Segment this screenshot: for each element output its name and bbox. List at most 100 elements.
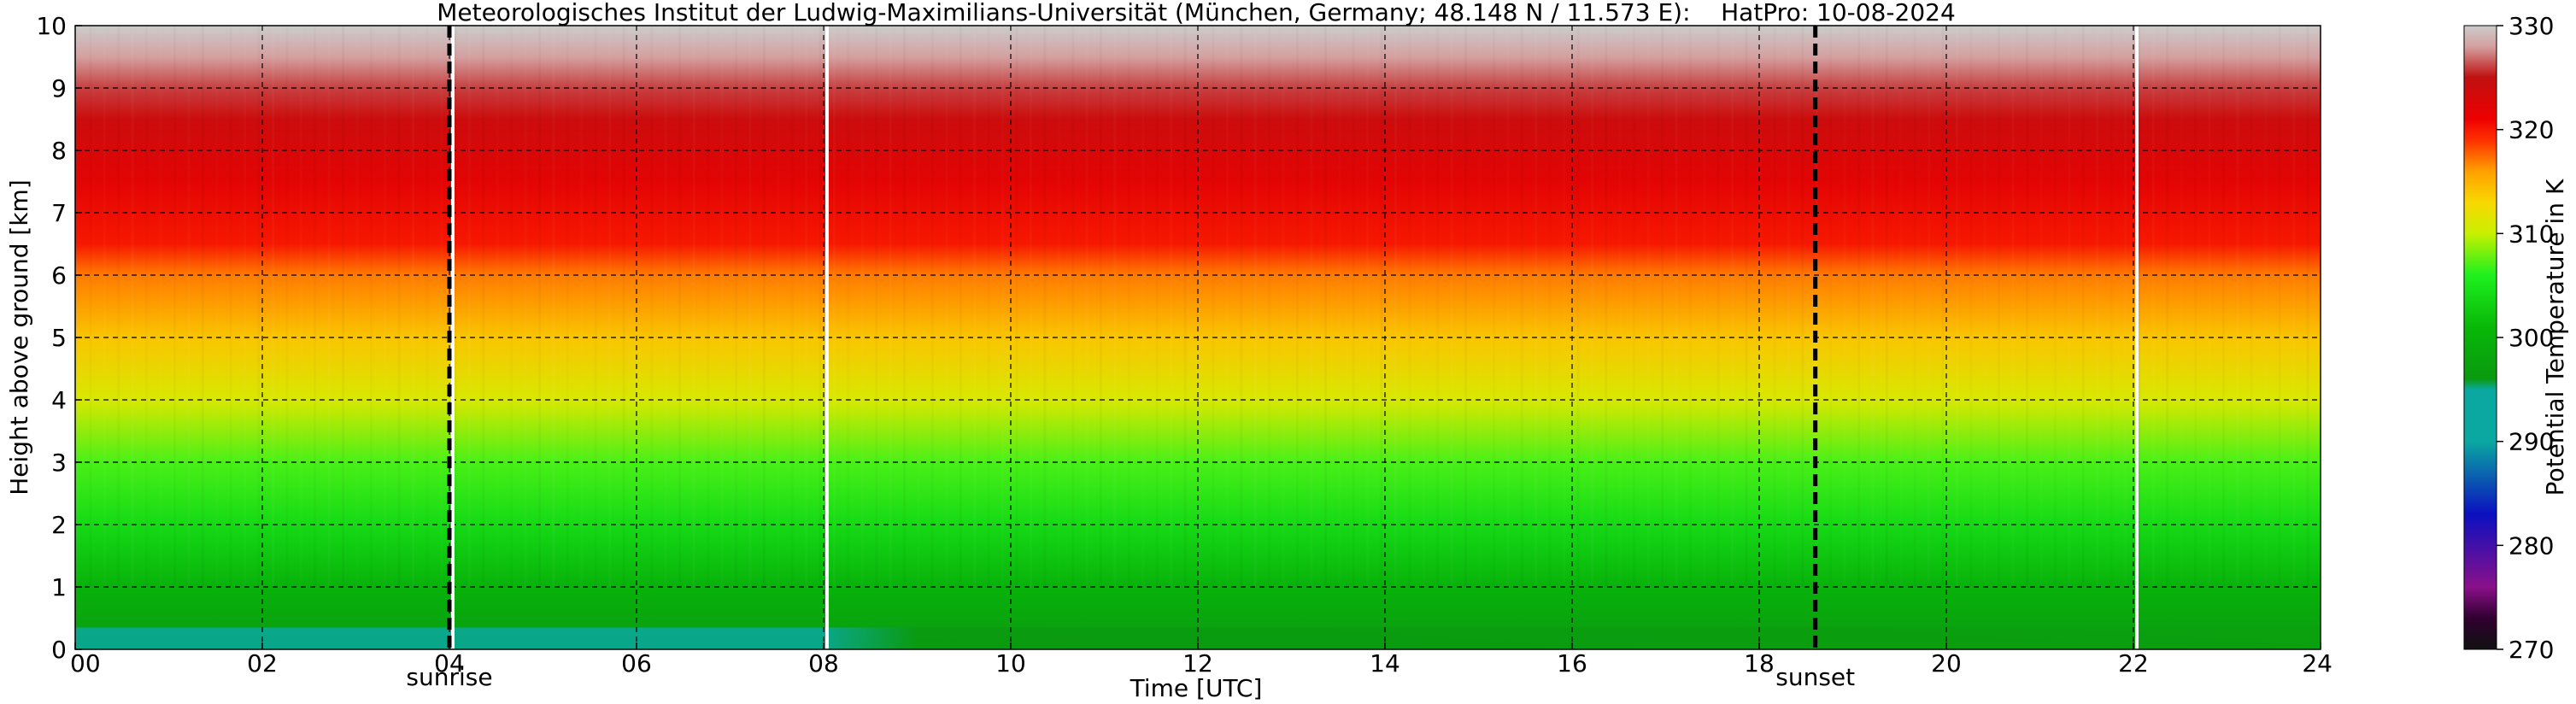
texture-column bbox=[1689, 26, 1692, 587]
texture-column bbox=[370, 26, 373, 587]
texture-column bbox=[665, 26, 667, 587]
texture-column bbox=[1408, 26, 1411, 587]
texture-column bbox=[777, 26, 779, 587]
texture-column bbox=[2110, 26, 2113, 587]
texture-column bbox=[1746, 26, 1748, 587]
texture-column bbox=[272, 26, 274, 587]
texture-column bbox=[1801, 26, 1804, 587]
texture-column bbox=[1141, 26, 1144, 587]
texture-column bbox=[230, 26, 232, 587]
texture-column bbox=[342, 26, 344, 587]
texture-column bbox=[2152, 26, 2155, 587]
sunset-label: sunset bbox=[1775, 663, 1855, 691]
texture-column bbox=[412, 26, 414, 587]
texture-column bbox=[328, 26, 331, 587]
texture-column bbox=[89, 26, 91, 587]
colorbar-gradient bbox=[2463, 25, 2497, 650]
texture-column bbox=[1043, 26, 1046, 587]
texture-column bbox=[2096, 26, 2098, 587]
sun-event-lines bbox=[447, 26, 1818, 649]
texture-column bbox=[1113, 26, 1116, 587]
colorbar-label: Potential Temperature in K bbox=[2541, 179, 2569, 496]
data-gap-lines bbox=[451, 26, 2139, 649]
texture-column bbox=[1605, 26, 1607, 587]
texture-column bbox=[1394, 26, 1397, 587]
texture-column bbox=[244, 26, 246, 587]
texture-column bbox=[1240, 26, 1242, 587]
grid-lines bbox=[75, 26, 2321, 649]
texture-column bbox=[398, 26, 401, 587]
texture-column bbox=[1899, 26, 1902, 587]
texture-column bbox=[707, 26, 709, 587]
texture-column bbox=[552, 26, 555, 587]
y-tick-label: 10 bbox=[36, 12, 67, 40]
heatmap-area bbox=[75, 26, 2321, 649]
texture-column bbox=[426, 26, 429, 587]
texture-column bbox=[2307, 26, 2309, 587]
texture-column bbox=[595, 26, 597, 587]
colorbar-tick-label: 320 bbox=[2509, 116, 2554, 144]
texture-column bbox=[1212, 26, 1214, 587]
texture-column bbox=[988, 26, 990, 587]
texture-column bbox=[1086, 26, 1088, 587]
texture-column bbox=[145, 26, 148, 587]
texture-column bbox=[1366, 26, 1369, 587]
surface-layer-slice bbox=[917, 627, 2321, 649]
x-tick-label: 24 bbox=[2302, 649, 2332, 678]
texture-column bbox=[889, 26, 892, 587]
texture-column bbox=[1942, 26, 1945, 587]
texture-column bbox=[2012, 26, 2015, 587]
texture-column bbox=[847, 26, 849, 587]
texture-column bbox=[215, 26, 218, 587]
texture-column bbox=[1969, 26, 1972, 587]
surface-layer-slice bbox=[824, 627, 918, 649]
texture-column bbox=[973, 26, 976, 587]
y-tick-label: 4 bbox=[51, 386, 67, 414]
texture-column bbox=[1633, 26, 1635, 587]
texture-column bbox=[496, 26, 499, 587]
y-tick-label: 7 bbox=[51, 199, 67, 227]
texture-column bbox=[384, 26, 386, 587]
texture-column bbox=[650, 26, 653, 587]
texture-column bbox=[1493, 26, 1495, 587]
y-tick-label: 8 bbox=[51, 137, 67, 165]
texture-column bbox=[2194, 26, 2197, 587]
surface-layer-slice bbox=[449, 627, 637, 649]
texture-column bbox=[187, 26, 190, 587]
texture-column bbox=[2124, 26, 2127, 587]
texture-column bbox=[1423, 26, 1425, 587]
texture-column bbox=[1170, 26, 1172, 587]
y-tick-label: 0 bbox=[51, 636, 67, 664]
texture-column bbox=[2264, 26, 2267, 587]
texture-column bbox=[735, 26, 737, 587]
texture-column bbox=[608, 26, 611, 587]
x-tick-label: 12 bbox=[1182, 649, 1213, 678]
texture-column bbox=[1844, 26, 1846, 587]
texture-column bbox=[510, 26, 513, 587]
colorbar-ticks: 270 280 290 300 310 320 330 bbox=[2497, 12, 2554, 664]
texture-column bbox=[805, 26, 807, 587]
texture-column bbox=[1226, 26, 1229, 587]
texture-column bbox=[1506, 26, 1509, 587]
texture-column bbox=[1254, 26, 1257, 587]
texture-column bbox=[748, 26, 751, 587]
texture-column bbox=[482, 26, 484, 587]
texture-column bbox=[258, 26, 261, 587]
texture-column bbox=[819, 26, 822, 587]
x-tick-label: 00 bbox=[70, 649, 101, 678]
texture-column bbox=[300, 26, 302, 587]
x-tick-label: 22 bbox=[2118, 649, 2149, 678]
texture-column bbox=[314, 26, 316, 587]
y-tick-label: 6 bbox=[51, 261, 67, 290]
texture-column bbox=[525, 26, 527, 587]
texture-column bbox=[117, 26, 120, 587]
texture-column bbox=[1030, 26, 1032, 587]
colorbar-tick-label: 270 bbox=[2509, 636, 2554, 664]
texture-column bbox=[833, 26, 836, 587]
colorbar: 270 280 290 300 310 320 330 Potential Temperat… bbox=[2463, 12, 2569, 664]
y-tick-label: 3 bbox=[51, 449, 67, 477]
colorbar-tick-label: 330 bbox=[2509, 12, 2554, 40]
texture-column bbox=[693, 26, 695, 587]
texture-column bbox=[2026, 26, 2028, 587]
